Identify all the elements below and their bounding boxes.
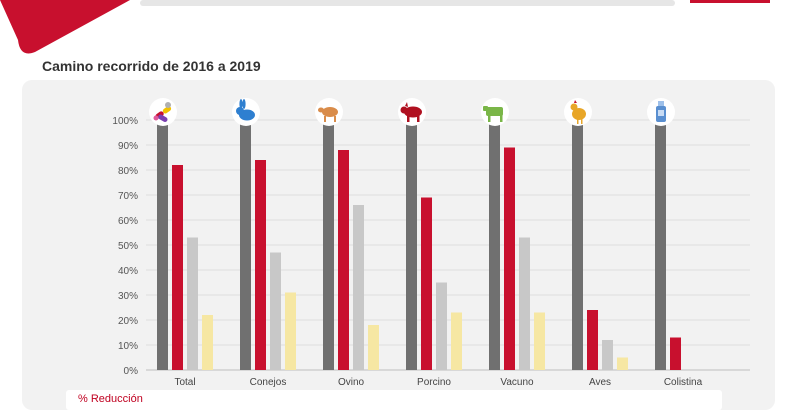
bar [285,292,296,370]
cow-icon [483,106,503,122]
bar [451,312,462,370]
category-label: Porcino [417,377,451,388]
bar [421,197,432,370]
category-label: Colistina [664,377,703,388]
y-tick-label: 80% [118,166,138,177]
pills-icon [153,102,172,123]
bar [338,150,349,370]
bottle-icon [656,101,666,122]
y-tick-label: 70% [118,191,138,202]
bar [157,120,168,370]
chart-panel: 0% 10% 20% 30% 40% 50% 60% 70% 80% 90% 100% Total Co… [22,80,775,410]
bar [519,237,530,370]
bar [368,325,379,370]
bar [602,340,613,370]
bar [572,120,583,370]
y-tick-label: 40% [118,266,138,277]
y-tick-label: 30% [118,291,138,302]
bar [534,312,545,370]
y-tick-label: 100% [112,116,138,127]
category-label: Vacuno [500,377,534,388]
bar [353,205,364,370]
bar [255,160,266,370]
bar [587,310,598,370]
pig-icon [400,102,422,122]
bar [406,120,417,370]
y-tick-label: 20% [118,316,138,327]
bar [187,237,198,370]
logo-fragment [690,0,770,3]
pills-icon-circle [149,98,177,126]
category-label: Aves [589,377,611,388]
chart-title: Camino recorrido de 2016 a 2019 [42,58,261,74]
y-tick-label: 0% [124,366,139,377]
bar [670,337,681,370]
reduction-legend-box: % Reducción [66,390,722,410]
header-banner [0,0,770,54]
category-label: Total [174,377,195,388]
chicken-icon [570,100,586,124]
category-label: Conejos [250,377,287,388]
rabbit-icon [236,99,255,121]
bar-chart: 0% 10% 20% 30% 40% 50% 60% 70% 80% 90% 100% Total Co… [112,98,750,388]
bar [202,315,213,370]
y-tick-label: 90% [118,141,138,152]
y-tick-label: 60% [118,216,138,227]
bar [617,357,628,370]
red-corner-decoration [0,0,130,54]
y-tick-label: 50% [118,241,138,252]
bar [240,120,251,370]
bar [172,165,183,370]
reduction-label: % Reducción [78,393,143,405]
bar [323,120,334,370]
bar [436,282,447,370]
sheep-icon [318,107,338,122]
bar [270,252,281,370]
y-tick-label: 10% [118,341,138,352]
category-label: Ovino [338,377,365,388]
bar [504,147,515,370]
header-bar [140,0,675,6]
bar [489,120,500,370]
bar [655,120,666,370]
